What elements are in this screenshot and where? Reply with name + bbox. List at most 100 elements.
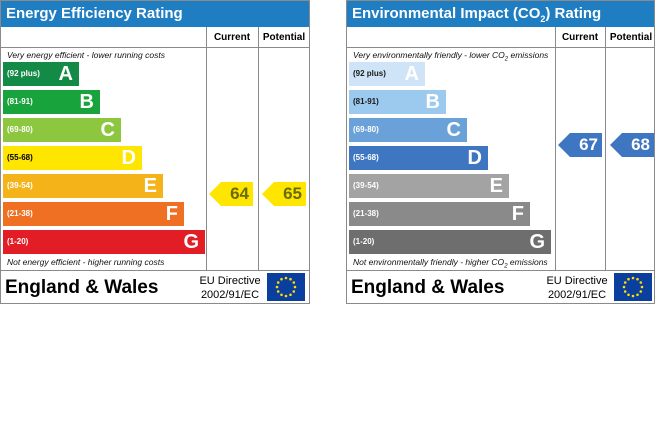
current-rating-arrow-shape bbox=[209, 182, 253, 206]
band-c: (69-80) C bbox=[3, 118, 121, 142]
current-rating-arrow-polygon bbox=[558, 133, 602, 157]
band-range-label: (81-91) bbox=[353, 97, 379, 106]
divider bbox=[605, 27, 606, 270]
eu-flag-icon bbox=[267, 273, 305, 301]
potential-rating-arrow: 65 bbox=[262, 182, 306, 206]
band-letter: C bbox=[100, 119, 115, 141]
band-range-label: (39-54) bbox=[353, 181, 379, 190]
bottom-note: Not energy efficient - higher running co… bbox=[7, 257, 165, 267]
band-g: (1-20) G bbox=[349, 230, 551, 254]
eu-star bbox=[276, 281, 280, 284]
potential-rating-arrow-shape bbox=[262, 182, 306, 206]
band-range-label: (92 plus) bbox=[7, 69, 40, 78]
band-b: (81-91) B bbox=[3, 90, 100, 114]
eu-directive: EU Directive 2002/91/EC bbox=[197, 274, 263, 302]
eu-star bbox=[623, 281, 627, 284]
band-d: (55-68) D bbox=[349, 146, 488, 170]
eu-star bbox=[284, 276, 288, 280]
current-rating-arrow: 64 bbox=[209, 182, 253, 206]
chart-title: Environmental Impact (CO2) Rating bbox=[347, 1, 654, 27]
directive-code: 2002/91/EC bbox=[547, 289, 607, 301]
band-range-label: (92 plus) bbox=[353, 69, 386, 78]
eu-star bbox=[640, 285, 644, 289]
band-f: (21-38) F bbox=[3, 202, 184, 226]
energy-efficiency-chart: Energy Efficiency Rating Current Potenti… bbox=[0, 0, 310, 304]
environmental-impact-chart: Environmental Impact (CO2) Rating Curren… bbox=[346, 0, 655, 304]
potential-rating-arrow-polygon bbox=[262, 182, 306, 206]
eu-star bbox=[276, 290, 280, 293]
top-note: Very environmentally friendly - lower CO… bbox=[353, 50, 548, 63]
band-letter: A bbox=[404, 63, 419, 85]
eu-star bbox=[280, 293, 283, 297]
eu-star bbox=[292, 290, 296, 293]
band-letter: E bbox=[143, 175, 157, 197]
band-letter: A bbox=[58, 63, 73, 85]
current-column-header: Current bbox=[561, 32, 599, 43]
band-d: (55-68) D bbox=[3, 146, 142, 170]
eu-star bbox=[631, 276, 635, 280]
eu-star bbox=[289, 277, 292, 281]
band-g: (1-20) G bbox=[3, 230, 205, 254]
band-e: (39-54) E bbox=[3, 174, 163, 198]
eu-star bbox=[636, 293, 639, 297]
eu-star bbox=[627, 277, 630, 281]
band-letter: B bbox=[79, 91, 94, 113]
divider bbox=[347, 47, 654, 48]
chart-title: Energy Efficiency Rating bbox=[1, 1, 309, 27]
eu-star bbox=[639, 290, 643, 293]
divider bbox=[258, 27, 259, 270]
divider bbox=[347, 270, 654, 271]
note-part: Not environmentally friendly - higher CO bbox=[353, 257, 505, 267]
band-e: (39-54) E bbox=[349, 174, 509, 198]
region-label: England & Wales bbox=[351, 277, 505, 298]
potential-rating-arrow-polygon bbox=[610, 133, 654, 157]
eu-star bbox=[627, 293, 630, 297]
note-subscript: 2 bbox=[504, 56, 509, 63]
band-range-label: (21-38) bbox=[353, 209, 379, 218]
current-rating-arrow-polygon bbox=[209, 182, 253, 206]
band-range-label: (69-80) bbox=[7, 125, 33, 134]
potential-rating-arrow-shape bbox=[610, 133, 654, 157]
band-letter: G bbox=[529, 231, 545, 253]
band-f: (21-38) F bbox=[349, 202, 530, 226]
eu-star bbox=[631, 294, 635, 298]
eu-stars bbox=[275, 276, 297, 298]
eu-directive: EU Directive 2002/91/EC bbox=[544, 274, 610, 302]
current-rating-arrow-value: 67 bbox=[579, 135, 598, 154]
directive-line: EU Directive bbox=[546, 275, 608, 287]
potential-rating-arrow: 68 bbox=[610, 133, 654, 157]
potential-rating-arrow-value: 65 bbox=[283, 184, 302, 203]
band-range-label: (1-20) bbox=[353, 237, 375, 246]
band-range-label: (1-20) bbox=[7, 237, 29, 246]
band-range-label: (21-38) bbox=[7, 209, 33, 218]
eu-star bbox=[639, 281, 643, 284]
band-range-label: (81-91) bbox=[7, 97, 33, 106]
band-b: (81-91) B bbox=[349, 90, 446, 114]
title-part: Environmental Impact (CO bbox=[352, 5, 541, 22]
note-subscript: 2 bbox=[504, 263, 508, 270]
band-range-label: (39-54) bbox=[7, 181, 33, 190]
eu-star bbox=[284, 294, 288, 298]
divider bbox=[206, 27, 207, 270]
eu-star bbox=[289, 293, 292, 297]
potential-column-header: Potential bbox=[609, 32, 653, 43]
note-part: emissions bbox=[508, 50, 549, 60]
eu-star bbox=[275, 285, 279, 289]
eu-star bbox=[293, 285, 297, 289]
band-c: (69-80) C bbox=[349, 118, 467, 142]
band-range-label: (55-68) bbox=[353, 153, 379, 162]
band-a: (92 plus) A bbox=[3, 62, 79, 86]
band-range-label: (55-68) bbox=[7, 153, 33, 162]
note-part: emissions bbox=[507, 257, 548, 267]
potential-column-header: Potential bbox=[262, 32, 306, 43]
potential-rating-arrow-value: 68 bbox=[631, 135, 650, 154]
note-part: Very environmentally friendly - lower CO bbox=[353, 50, 505, 60]
band-letter: E bbox=[489, 175, 503, 197]
title-part: ) Rating bbox=[545, 5, 602, 22]
eu-star bbox=[292, 281, 296, 284]
band-range-label: (69-80) bbox=[353, 125, 379, 134]
current-rating-arrow-value: 64 bbox=[230, 184, 249, 203]
title-subscript: 2 bbox=[540, 14, 546, 24]
band-letter: G bbox=[183, 231, 199, 253]
eu-star bbox=[622, 285, 626, 289]
